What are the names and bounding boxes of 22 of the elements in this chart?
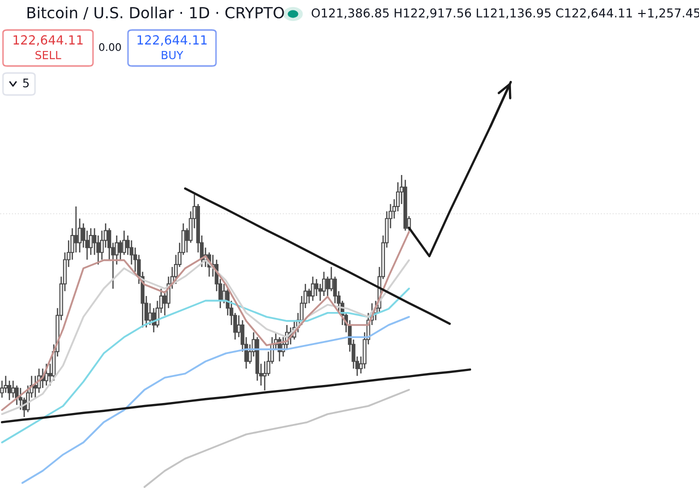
candlestick: [326, 276, 330, 297]
candlestick: [44, 363, 48, 386]
candlestick: [310, 276, 315, 302]
candlestick: [322, 271, 326, 297]
text: BUY: [162, 50, 184, 60]
candlestick: [88, 228, 93, 256]
text: 122,644.11: [14, 35, 83, 46]
candlestick: [8, 380, 12, 401]
text: 122,644.11: [138, 35, 207, 46]
candlestick: [74, 206, 78, 254]
candlestick: [0, 380, 4, 398]
text: 0.00: [99, 43, 121, 52]
candlestick: [148, 302, 152, 326]
candlestick: [4, 375, 8, 394]
candlestick: [118, 240, 122, 260]
candlestick: [33, 375, 38, 398]
annotation: 5: [23, 78, 29, 88]
candlestick: [11, 380, 15, 398]
chart-title: Bitcoin / U.S. Dollar · 1D · CRYPTO: [28, 6, 284, 20]
candlestick: [314, 278, 318, 297]
text: SELL: [36, 50, 62, 60]
candlestick: [122, 230, 126, 256]
